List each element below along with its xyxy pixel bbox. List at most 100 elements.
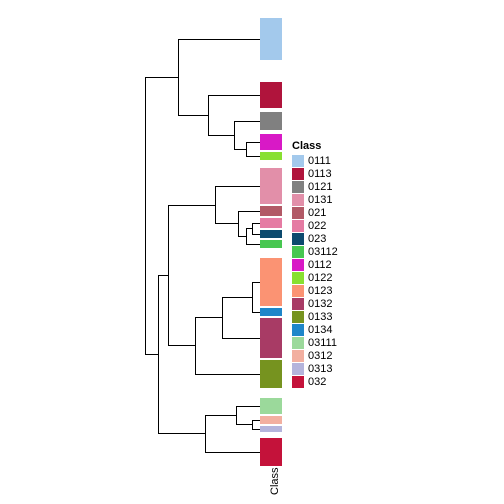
axis-label: Class <box>269 467 281 495</box>
legend-label: 03112 <box>308 246 338 258</box>
legend-row: 0312 <box>292 349 338 362</box>
legend-row: 0112 <box>292 258 338 271</box>
dendro-hline <box>168 205 215 206</box>
dendro-hline <box>145 77 178 78</box>
legend-swatch <box>292 363 304 375</box>
legend-row: 0121 <box>292 180 338 193</box>
dendro-hline <box>158 433 205 434</box>
leaf-bar <box>260 308 282 316</box>
leaf-bar <box>260 82 282 108</box>
legend-row: 021 <box>292 206 338 219</box>
legend-title: Class <box>292 140 338 152</box>
leaf-bar <box>260 438 282 466</box>
legend-swatch <box>292 220 304 232</box>
legend-row: 023 <box>292 232 338 245</box>
dendro-hline <box>234 149 246 150</box>
legend-row: 0313 <box>292 362 338 375</box>
dendro-vline <box>208 95 209 135</box>
legend-row: 0134 <box>292 323 338 336</box>
legend-label: 0112 <box>308 259 332 271</box>
legend-swatch <box>292 246 304 258</box>
dendro-vline <box>222 297 223 338</box>
legend-label: 022 <box>308 220 326 232</box>
legend-swatch <box>292 337 304 349</box>
dendro-hline <box>252 429 260 430</box>
legend-swatch <box>292 181 304 193</box>
dendro-hline <box>252 312 260 313</box>
legend-swatch <box>292 285 304 297</box>
legend-label: 0131 <box>308 194 332 206</box>
dendrogram-container: Class Class 011101130121013102102202303112… <box>0 0 504 504</box>
leaf-bar <box>260 240 282 248</box>
legend-label: 03111 <box>308 337 337 349</box>
leaf-bar <box>260 112 282 130</box>
dendro-hline <box>215 223 238 224</box>
legend-swatch <box>292 259 304 271</box>
leaf-bar <box>260 18 282 60</box>
dendro-vline <box>236 406 237 424</box>
legend-swatch <box>292 207 304 219</box>
dendro-vline <box>205 415 206 452</box>
leaf-bar <box>260 218 282 228</box>
dendro-hline <box>246 244 260 245</box>
leaf-bar <box>260 206 282 216</box>
leaf-bar <box>260 230 282 238</box>
legend-row: 0111 <box>292 154 338 167</box>
dendro-hline <box>238 211 260 212</box>
dendro-vline <box>246 228 247 244</box>
leaf-bar <box>260 168 282 204</box>
dendro-hline <box>234 121 260 122</box>
legend-swatch <box>292 194 304 206</box>
dendro-hline <box>236 406 260 407</box>
legend-label: 0312 <box>308 350 332 362</box>
dendro-vline <box>145 77 146 354</box>
legend-label: 0134 <box>308 324 332 336</box>
dendro-hline <box>222 297 252 298</box>
dendro-vline <box>252 420 253 429</box>
legend-row: 0131 <box>292 193 338 206</box>
dendro-hline <box>252 234 260 235</box>
legend-label: 0132 <box>308 298 332 310</box>
legend-swatch <box>292 298 304 310</box>
leaf-bar <box>260 258 282 306</box>
legend-label: 0123 <box>308 285 332 297</box>
dendro-vline <box>168 205 169 345</box>
leaf-bar <box>260 152 282 160</box>
dendro-vline <box>234 121 235 149</box>
leaf-bar <box>260 426 282 432</box>
dendro-hline <box>215 186 260 187</box>
legend: Class01110113012101310210220230311201120… <box>292 140 338 388</box>
legend-label: 0313 <box>308 363 332 375</box>
dendro-hline <box>208 135 234 136</box>
dendro-hline <box>252 420 260 421</box>
legend-swatch <box>292 350 304 362</box>
legend-label: 0111 <box>308 155 331 167</box>
leaf-bar <box>260 416 282 424</box>
dendro-hline <box>195 374 260 375</box>
legend-swatch <box>292 376 304 388</box>
legend-row: 0133 <box>292 310 338 323</box>
dendro-hline <box>168 345 195 346</box>
dendro-vline <box>238 211 239 236</box>
dendro-vline <box>252 223 253 234</box>
legend-row: 022 <box>292 219 338 232</box>
dendro-hline <box>246 156 260 157</box>
dendro-hline <box>205 452 260 453</box>
legend-label: 023 <box>308 233 326 245</box>
legend-label: 021 <box>308 207 326 219</box>
legend-row: 03112 <box>292 245 338 258</box>
dendro-hline <box>208 95 260 96</box>
legend-row: 0132 <box>292 297 338 310</box>
legend-row: 0122 <box>292 271 338 284</box>
leaf-bar <box>260 360 282 388</box>
dendro-hline <box>195 317 222 318</box>
dendro-vline <box>246 142 247 156</box>
legend-swatch <box>292 272 304 284</box>
dendro-hline <box>236 424 252 425</box>
legend-row: 0123 <box>292 284 338 297</box>
leaf-bar <box>260 134 282 150</box>
dendro-hline <box>145 354 158 355</box>
legend-label: 0113 <box>308 168 332 180</box>
legend-label: 0122 <box>308 272 332 284</box>
dendro-hline <box>178 39 260 40</box>
